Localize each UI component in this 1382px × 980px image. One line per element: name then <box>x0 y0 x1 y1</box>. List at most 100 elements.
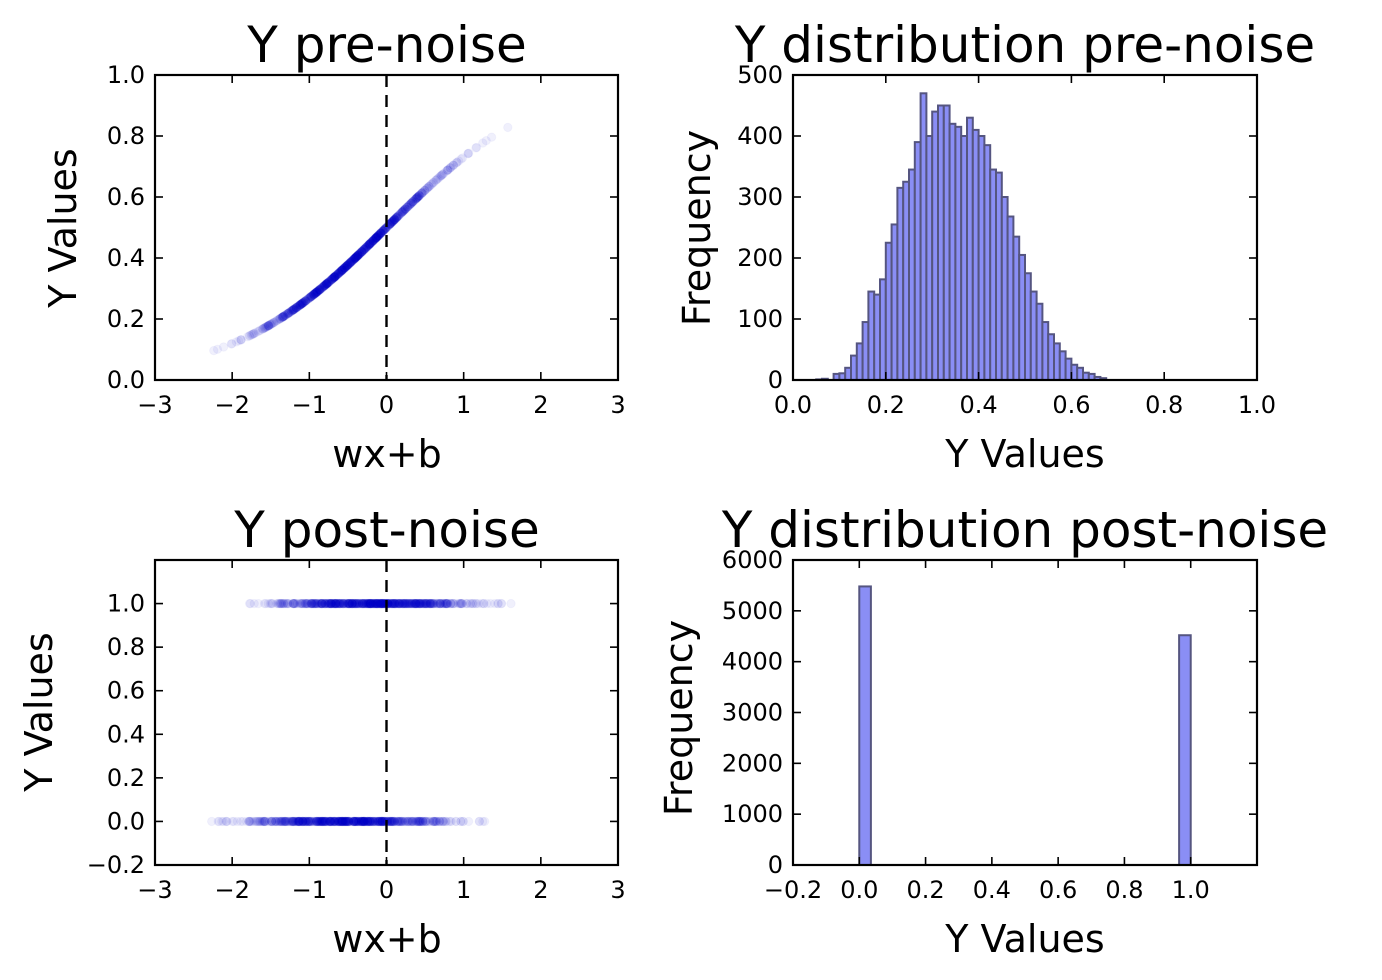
x-tick-label: −2 <box>214 391 249 419</box>
scatter-point <box>265 817 273 825</box>
scatter-point <box>365 817 373 825</box>
y-tick-label: 6000 <box>722 546 783 574</box>
scatter-point <box>467 599 475 607</box>
histogram-bar <box>859 586 871 865</box>
y-tick-label: 0.6 <box>107 677 145 705</box>
marks <box>859 586 1190 865</box>
subplot-y-distribution-pre-noise: Y distribution pre-noise Y Values Freque… <box>675 16 1315 476</box>
subplot-y-post-noise: Y post-noise wx+b Y Values −3 −2 −1 0 1 2 3−0.… <box>17 501 626 961</box>
x-axis-label: wx+b <box>332 917 442 961</box>
scatter-point <box>391 817 399 825</box>
plot-area: −3 −2 −1 0 1 2 3−0.20.00.20.40.60.81.0 <box>87 560 626 904</box>
scatter-point <box>333 599 341 607</box>
scatter-point <box>373 817 381 825</box>
scatter-point <box>361 244 369 252</box>
x-tick-label: 0.0 <box>840 876 878 904</box>
y-tick-label: 100 <box>737 305 783 333</box>
scatter-point <box>405 599 413 607</box>
scatter-point <box>218 817 226 825</box>
scatter-point <box>253 817 261 825</box>
y-axis-label: Y Values <box>17 632 61 792</box>
y-tick-label: 4000 <box>722 648 783 676</box>
scatter-point <box>239 817 247 825</box>
y-tick-label: 1.0 <box>107 590 145 618</box>
y-tick-label: 0.8 <box>107 122 145 150</box>
x-tick-label: −1 <box>292 391 327 419</box>
x-tick-label: 3 <box>610 876 625 904</box>
x-axis-label: Y Values <box>944 432 1104 476</box>
x-tick-label: 0 <box>379 391 394 419</box>
plot-area: 0.0 0.2 0.4 0.6 0.8 1.00100200300400500 <box>737 61 1276 419</box>
chart-title: Y pre-noise <box>246 16 526 74</box>
scatter-point <box>413 193 421 201</box>
scatter-point <box>246 599 254 607</box>
x-ticks: −3 −2 −1 0 1 2 3 <box>137 560 625 904</box>
scatter-point <box>404 817 412 825</box>
y-tick-label: 0 <box>768 851 783 879</box>
x-tick-label: 0.0 <box>774 391 812 419</box>
x-tick-label: 0.6 <box>1052 391 1090 419</box>
x-tick-label: −3 <box>137 876 172 904</box>
scatter-point <box>436 599 444 607</box>
x-tick-label: 2 <box>533 391 548 419</box>
subplot-y-pre-noise: Y pre-noise wx+b Y Values −3 −2 −1 0 1 2 30.00… <box>41 16 626 476</box>
x-tick-label: −0.2 <box>764 876 822 904</box>
scatter-point <box>398 208 406 216</box>
marks <box>816 93 1106 380</box>
scatter-point <box>285 817 293 825</box>
subplot-y-distribution-post-noise: Y distribution post-noise Y Values Frequ… <box>657 501 1328 961</box>
y-tick-label: 1.0 <box>107 61 145 89</box>
x-ticks: −0.2 0.0 0.2 0.4 0.6 0.8 1.0 <box>764 560 1210 904</box>
y-axis-label: Frequency <box>657 620 701 816</box>
scatter-point <box>296 817 304 825</box>
bars <box>859 586 1190 865</box>
y-tick-label: 0.2 <box>107 764 145 792</box>
scatter-point <box>338 266 346 274</box>
scatter-point <box>345 259 353 267</box>
bars <box>816 93 1106 380</box>
y-ticks: −0.20.00.20.40.60.81.0 <box>87 590 618 879</box>
scatter-point <box>482 137 490 145</box>
scatter-point <box>353 252 361 260</box>
x-tick-label: 1.0 <box>1238 391 1276 419</box>
scatter-point <box>361 599 369 607</box>
scatter-point <box>504 123 512 131</box>
y-tick-label: 0.2 <box>107 305 145 333</box>
y-axis-label: Y Values <box>41 148 85 308</box>
scatter-point <box>472 143 480 151</box>
marks <box>208 560 516 865</box>
scatter-point <box>389 217 397 225</box>
scatter-point <box>258 325 266 333</box>
y-tick-label: 0.0 <box>107 366 145 394</box>
x-tick-label: 3 <box>610 391 625 419</box>
y-tick-label: 500 <box>737 61 783 89</box>
scatter-point <box>444 166 452 174</box>
y-tick-label: 200 <box>737 244 783 272</box>
scatter-point <box>227 340 235 348</box>
scatter-point <box>262 599 270 607</box>
scatter-point <box>447 817 455 825</box>
scatter-point <box>219 343 227 351</box>
x-tick-label: 0.8 <box>1145 391 1183 419</box>
chart-title: Y distribution pre-noise <box>734 16 1315 74</box>
x-tick-label: −1 <box>292 876 327 904</box>
scatter-point <box>318 817 326 825</box>
scatter-point <box>343 817 351 825</box>
x-tick-label: 0.2 <box>906 876 944 904</box>
x-tick-label: 0.6 <box>1039 876 1077 904</box>
scatter-point <box>454 599 462 607</box>
x-tick-label: 0.2 <box>867 391 905 419</box>
scatter-point <box>279 312 287 320</box>
scatter-point <box>274 599 282 607</box>
scatter-point <box>308 292 316 300</box>
plot-area: −0.2 0.0 0.2 0.4 0.6 0.8 1.0010002000300040005… <box>722 546 1257 904</box>
x-tick-label: 0.8 <box>1105 876 1143 904</box>
x-tick-label: 1 <box>456 391 471 419</box>
scatter-point <box>210 346 218 354</box>
chart-title: Y distribution post-noise <box>721 501 1328 559</box>
scatter-point <box>388 599 396 607</box>
y-tick-label: 0.4 <box>107 720 145 748</box>
chart-title: Y post-noise <box>233 501 539 559</box>
y-tick-label: 5000 <box>722 597 783 625</box>
